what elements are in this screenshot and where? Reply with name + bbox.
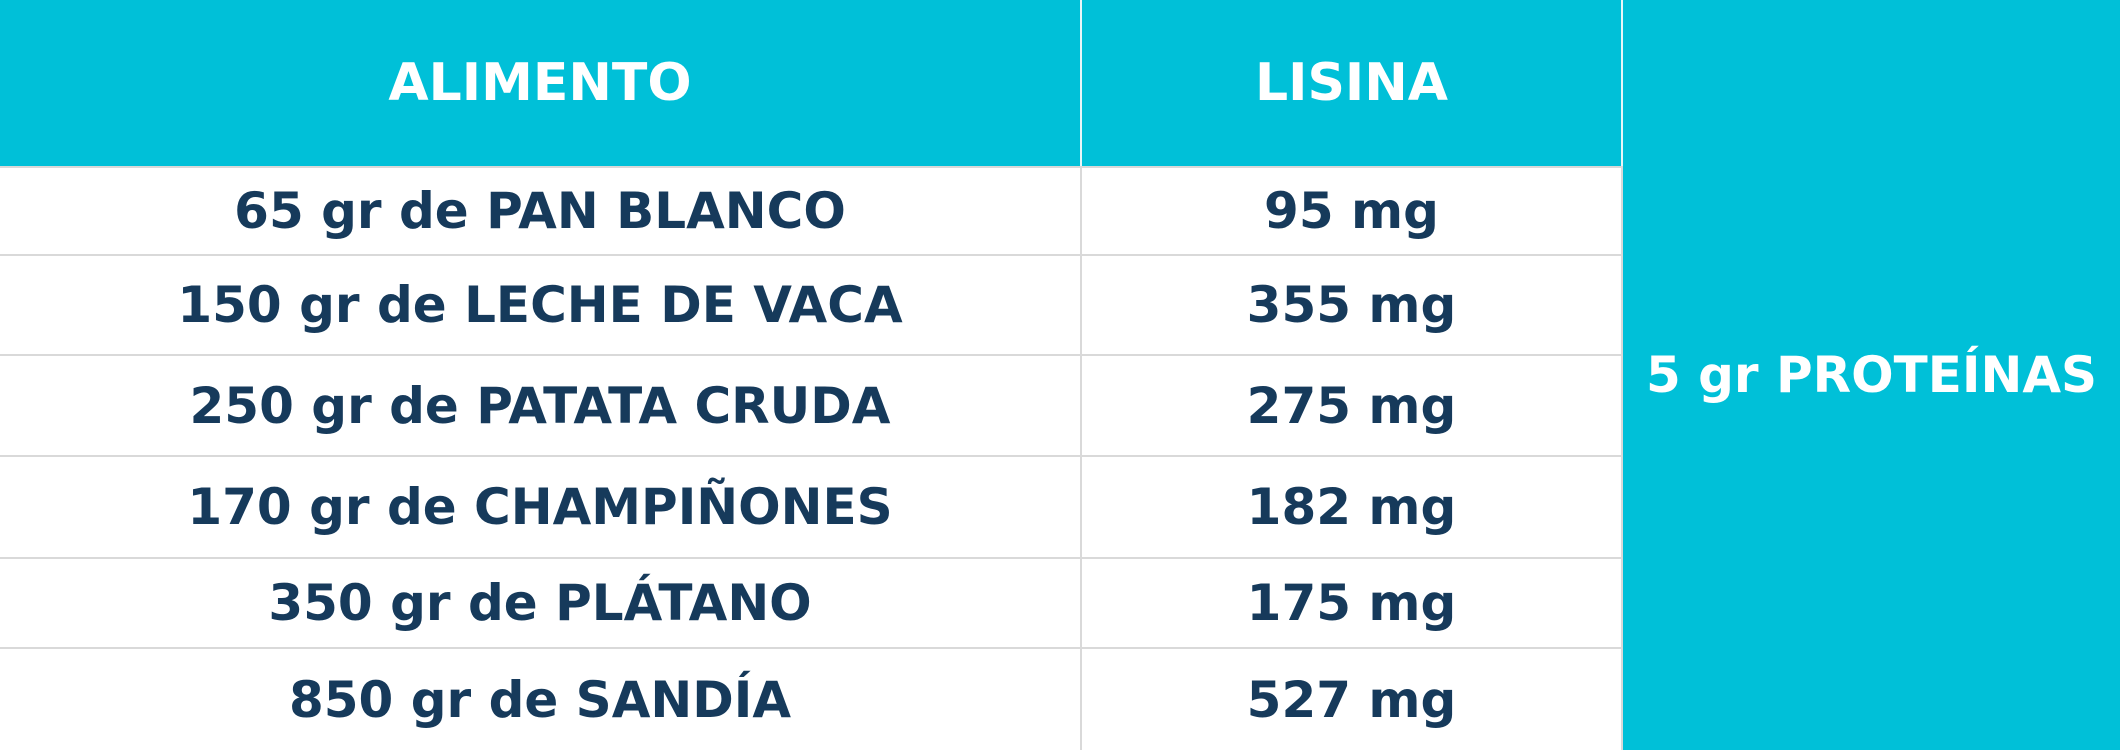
food-cell: 250 gr de PATATA CRUDA <box>0 354 1082 455</box>
lysine-cell: 275 mg <box>1082 354 1623 455</box>
food-cell: 170 gr de CHAMPIÑONES <box>0 455 1082 557</box>
header-food: ALIMENTO <box>0 0 1082 166</box>
food-cell: 850 gr de SANDÍA <box>0 647 1082 750</box>
food-cell: 150 gr de LECHE DE VACA <box>0 254 1082 354</box>
lysine-cell: 527 mg <box>1082 647 1623 750</box>
lysine-cell: 355 mg <box>1082 254 1623 354</box>
lysine-cell: 175 mg <box>1082 557 1623 647</box>
food-cell: 350 gr de PLÁTANO <box>0 557 1082 647</box>
protein-label: 5 gr PROTEÍNAS <box>1623 0 2120 750</box>
header-lysine: LISINA <box>1082 0 1623 166</box>
food-cell: 65 gr de PAN BLANCO <box>0 166 1082 254</box>
lysine-cell: 182 mg <box>1082 455 1623 557</box>
lysine-cell: 95 mg <box>1082 166 1623 254</box>
